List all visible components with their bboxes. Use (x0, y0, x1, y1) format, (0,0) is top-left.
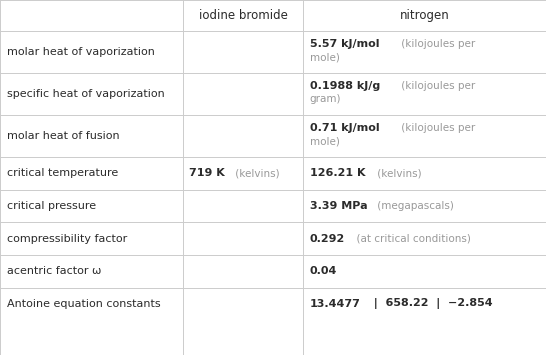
Text: mole): mole) (310, 52, 340, 62)
Text: critical temperature: critical temperature (7, 168, 118, 178)
Text: (kilojoules per: (kilojoules per (399, 122, 476, 132)
Text: (megapascals): (megapascals) (374, 201, 454, 211)
Text: (kelvins): (kelvins) (232, 168, 280, 178)
Text: 0.1988 kJ/g: 0.1988 kJ/g (310, 81, 380, 91)
Text: nitrogen: nitrogen (400, 9, 449, 22)
Text: 5.57 kJ/mol: 5.57 kJ/mol (310, 39, 379, 49)
Text: critical pressure: critical pressure (7, 201, 96, 211)
Text: 13.4477: 13.4477 (310, 299, 360, 309)
Text: 0.04: 0.04 (310, 266, 337, 276)
Text: Antoine equation constants: Antoine equation constants (7, 299, 160, 309)
Text: (kilojoules per: (kilojoules per (399, 39, 476, 49)
Text: 126.21 K: 126.21 K (310, 168, 365, 178)
Text: (kilojoules per: (kilojoules per (399, 81, 476, 91)
Text: mole): mole) (310, 136, 340, 146)
Text: (at critical conditions): (at critical conditions) (350, 234, 471, 244)
Text: 719 K: 719 K (189, 168, 225, 178)
Text: |  658.22  |  −2.854: | 658.22 | −2.854 (366, 299, 493, 309)
Text: molar heat of fusion: molar heat of fusion (7, 131, 119, 141)
Text: iodine bromide: iodine bromide (199, 9, 287, 22)
Text: compressibility factor: compressibility factor (7, 234, 127, 244)
Text: 3.39 MPa: 3.39 MPa (310, 201, 367, 211)
Text: acentric factor ω: acentric factor ω (7, 266, 101, 276)
Text: 0.71 kJ/mol: 0.71 kJ/mol (310, 122, 379, 132)
Text: 0.292: 0.292 (310, 234, 345, 244)
Text: gram): gram) (310, 94, 341, 104)
Text: specific heat of vaporization: specific heat of vaporization (7, 89, 164, 99)
Text: molar heat of vaporization: molar heat of vaporization (7, 47, 155, 57)
Text: (kelvins): (kelvins) (374, 168, 422, 178)
